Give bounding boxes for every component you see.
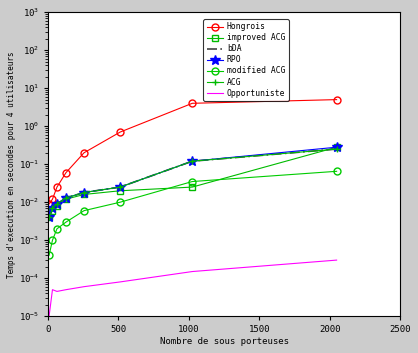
ACG xyxy=(190,159,195,163)
Opportuniste xyxy=(117,280,122,284)
bDA xyxy=(334,147,339,151)
improved ACG xyxy=(50,209,55,213)
modified ACG xyxy=(54,227,59,231)
RPO xyxy=(50,206,55,210)
improved ACG xyxy=(64,197,69,201)
RPO xyxy=(64,196,69,200)
improved ACG xyxy=(117,189,122,193)
Line: modified ACG: modified ACG xyxy=(46,168,340,259)
ACG xyxy=(82,190,87,195)
Opportuniste xyxy=(54,289,59,294)
Hongrois xyxy=(82,151,87,155)
Hongrois xyxy=(190,101,195,106)
improved ACG xyxy=(54,204,59,208)
ACG xyxy=(50,206,55,210)
bDA xyxy=(117,185,122,189)
ACG xyxy=(117,185,122,189)
improved ACG xyxy=(190,185,195,189)
Hongrois xyxy=(54,185,59,189)
Line: ACG: ACG xyxy=(46,145,340,221)
Hongrois xyxy=(334,97,339,102)
X-axis label: Nombre de sous porteuses: Nombre de sous porteuses xyxy=(160,337,288,346)
Opportuniste xyxy=(46,314,51,318)
Line: improved ACG: improved ACG xyxy=(46,144,339,220)
Line: Opportuniste: Opportuniste xyxy=(49,260,336,316)
Opportuniste xyxy=(64,288,69,292)
RPO xyxy=(190,159,195,163)
bDA xyxy=(64,196,69,200)
RPO xyxy=(82,190,87,195)
RPO xyxy=(54,202,59,206)
RPO xyxy=(117,185,122,189)
Y-axis label: Temps d'execution en secondes pour 4 utilisateurs: Temps d'execution en secondes pour 4 uti… xyxy=(7,51,16,277)
modified ACG xyxy=(50,238,55,243)
ACG xyxy=(54,202,59,206)
improved ACG xyxy=(46,215,51,220)
modified ACG xyxy=(82,209,87,213)
Hongrois xyxy=(64,170,69,175)
ACG xyxy=(46,215,51,220)
bDA xyxy=(46,215,51,220)
Opportuniste xyxy=(190,269,195,274)
ACG xyxy=(64,196,69,200)
modified ACG xyxy=(190,179,195,184)
Line: Hongrois: Hongrois xyxy=(46,96,340,208)
bDA xyxy=(82,190,87,195)
improved ACG xyxy=(82,192,87,197)
improved ACG xyxy=(334,145,339,149)
RPO xyxy=(46,215,51,220)
Line: bDA: bDA xyxy=(49,149,336,217)
bDA xyxy=(50,206,55,210)
modified ACG xyxy=(46,253,51,257)
Opportuniste xyxy=(82,285,87,289)
Opportuniste xyxy=(334,258,339,262)
modified ACG xyxy=(64,220,69,224)
modified ACG xyxy=(117,200,122,204)
ACG xyxy=(334,147,339,151)
bDA xyxy=(190,159,195,163)
Hongrois xyxy=(46,202,51,206)
Hongrois xyxy=(117,130,122,134)
Line: RPO: RPO xyxy=(44,142,342,222)
Opportuniste xyxy=(50,288,55,292)
Hongrois xyxy=(50,197,55,201)
modified ACG xyxy=(334,169,339,173)
bDA xyxy=(54,202,59,206)
RPO xyxy=(334,145,339,149)
Legend: Hongrois, improved ACG, bDA, RPO, modified ACG, ACG, Opportuniste: Hongrois, improved ACG, bDA, RPO, modifi… xyxy=(204,19,288,101)
